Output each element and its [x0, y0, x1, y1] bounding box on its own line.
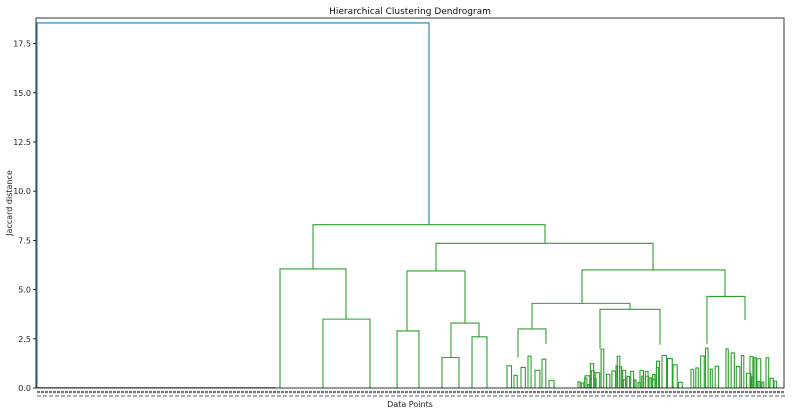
dendrogram-link	[581, 269, 726, 304]
dendrogram-link	[611, 370, 617, 388]
y-tick-label: 2.5	[18, 335, 31, 344]
dendrogram-link	[531, 302, 631, 329]
dendrogram-link	[714, 365, 720, 388]
dendrogram-link	[622, 379, 627, 388]
chart-title: Hierarchical Clustering Dendrogram	[329, 7, 491, 17]
dendrogram-links	[36, 22, 778, 389]
dendrogram-link	[706, 295, 746, 344]
dendrogram-link	[630, 370, 635, 388]
dendrogram-link	[595, 372, 601, 388]
root-link	[36, 22, 430, 388]
dendrogram-link	[584, 375, 591, 388]
dendrogram-link	[690, 368, 695, 388]
dendrogram-link	[661, 354, 668, 388]
dendrogram-link	[666, 357, 673, 388]
dendrogram-link	[520, 366, 526, 388]
leaf-labels	[37, 390, 785, 397]
dendrogram-link	[548, 379, 555, 388]
dendrogram-link	[753, 357, 757, 388]
y-tick-label: 10.0	[13, 187, 31, 196]
dendrogram-link	[396, 330, 420, 388]
dendrogram-link	[322, 318, 371, 388]
y-tick-label: 0.0	[18, 384, 31, 393]
y-tick-label: 12.5	[13, 138, 31, 147]
dendrogram-link	[677, 381, 683, 388]
dendrogram-link	[650, 378, 656, 388]
dendrogram-link	[773, 380, 778, 388]
dendrogram-link	[700, 355, 705, 388]
dendrogram-link	[471, 336, 488, 388]
dendrogram-link	[740, 355, 745, 388]
dendrogram-link	[534, 369, 541, 388]
plot-frame	[35, 17, 785, 389]
dendrogram-link	[746, 372, 752, 388]
y-tick-label: 17.5	[13, 40, 31, 49]
dendrogram-link	[577, 381, 581, 388]
dendrogram-link	[619, 366, 623, 388]
dendrogram-link	[406, 270, 466, 331]
dendrogram-link	[730, 352, 735, 388]
dendrogram-link	[709, 368, 713, 388]
dendrogram-link	[506, 365, 513, 388]
dendrogram-link	[615, 365, 619, 388]
dendrogram-link	[600, 348, 605, 388]
dendrogram-link	[652, 373, 656, 388]
dendrogram-link	[450, 322, 480, 358]
x-axis-title: Data Points	[387, 400, 433, 409]
dendrogram-link	[639, 369, 644, 388]
y-tick-label: 5.0	[18, 286, 31, 295]
dendrogram-link	[279, 268, 347, 388]
dendrogram-link	[517, 328, 547, 358]
dendrogram-link	[633, 379, 637, 388]
dendrogram-link	[756, 358, 762, 388]
dendrogram-link	[527, 355, 532, 388]
dendrogram-link	[541, 358, 547, 388]
dendrogram-link	[605, 373, 611, 388]
dendrogram-link	[626, 375, 631, 388]
y-tick-label: 15.0	[13, 89, 31, 98]
dendrogram-link	[765, 357, 770, 388]
dendrogram-link	[769, 377, 774, 388]
dendrogram-link	[672, 364, 678, 388]
dendrogram-link	[695, 367, 699, 388]
cluster-2-top-link	[312, 224, 546, 269]
dendrogram-link	[757, 381, 761, 388]
dendrogram-link	[749, 355, 754, 388]
y-tick-label: 7.5	[18, 236, 31, 245]
dendrogram-link	[435, 242, 654, 271]
dendrogram-link	[644, 375, 649, 388]
dendrogram-link	[589, 363, 595, 388]
dendrogram-link	[725, 348, 729, 388]
dendrogram-link	[441, 356, 460, 388]
y-axis: 0.0 2.5 5.0 7.5 10.0 12.5 15.0 17.5	[13, 40, 36, 393]
y-axis-title: Jaccard distance	[5, 170, 14, 237]
dendrogram-link	[655, 360, 660, 388]
dendrogram-link	[580, 382, 585, 388]
dendrogram-link	[513, 374, 518, 388]
dendrogram-link	[704, 347, 709, 388]
dendrogram-link	[735, 365, 741, 388]
dendrogram-link	[761, 381, 765, 388]
dendrogram-link	[599, 308, 661, 349]
